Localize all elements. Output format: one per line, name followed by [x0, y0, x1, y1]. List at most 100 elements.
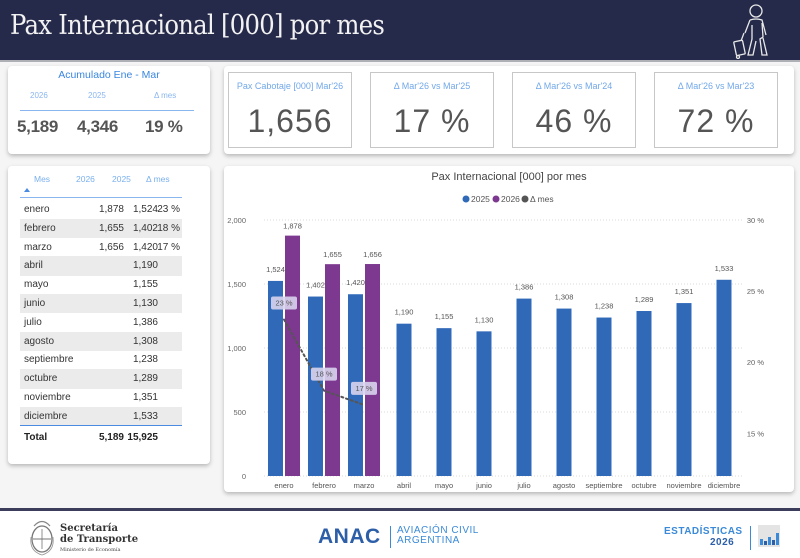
data-label-2025: 1,533: [715, 264, 734, 273]
accumulated-value-delta: 19 %: [145, 117, 183, 136]
data-label-2025: 1,190: [395, 308, 414, 317]
x-tick-label: mayo: [435, 481, 453, 490]
bar-2026-enero: [285, 235, 300, 476]
value-2025-cell: 1,238: [132, 354, 158, 366]
bar-2026-marzo: [365, 264, 380, 476]
data-label-2025: 1,386: [515, 283, 534, 292]
bar-2025-junio: [476, 331, 492, 476]
table-row[interactable]: noviembre 1,351: [20, 388, 182, 407]
month-cell: septiembre: [24, 354, 74, 366]
month-cell: abril: [24, 260, 43, 272]
data-label-2025: 1,289: [635, 295, 654, 304]
y-right-tick-label: 30 %: [747, 216, 764, 225]
data-label-2025: 1,351: [675, 287, 694, 296]
data-label-2025: 1,238: [595, 302, 614, 311]
month-cell: febrero: [24, 222, 56, 234]
data-label-2026: 1,878: [283, 222, 302, 231]
delta-cell: 23 %: [157, 204, 180, 215]
column-header-delta[interactable]: Δ mes: [146, 174, 170, 184]
delta-label-background: [351, 381, 377, 395]
legend-2025-label: 2025: [471, 194, 490, 204]
kpi-card-delta-mar24: Δ Mar'26 vs Mar'24 46 %: [512, 72, 636, 148]
bar-2025-septiembre: [596, 317, 612, 476]
table-row[interactable]: septiembre 1,238: [20, 350, 182, 369]
month-cell: noviembre: [24, 392, 71, 403]
kpi-card-delta-mar25: Δ Mar'26 vs Mar'25 17 %: [370, 72, 494, 148]
statistics-chart-icon: [758, 525, 780, 547]
month-cell: junio: [24, 298, 46, 309]
delta-label-background: [311, 367, 337, 381]
accumulated-value-2025: 4,346: [77, 117, 119, 136]
data-label-2026: 1,656: [363, 250, 382, 259]
data-label-2025: 1,308: [555, 293, 574, 302]
delta-data-label: 18 %: [315, 370, 332, 379]
month-cell: octubre: [24, 373, 58, 385]
ministerio-text: Ministerio de Economía: [60, 547, 121, 553]
table-row[interactable]: enero 1,878 1,524 23 %: [20, 200, 182, 219]
value-2025-cell: 1,533: [132, 410, 158, 422]
value-2025-cell: 1,420: [132, 241, 158, 253]
sort-ascending-icon[interactable]: [24, 188, 30, 192]
argentina-coat-of-arms-icon: [30, 520, 54, 556]
table-row[interactable]: agosto 1,308: [20, 331, 182, 351]
kpi-label: Pax Cabotaje [000] Mar'26: [236, 81, 344, 91]
table-row[interactable]: octubre 1,289: [20, 369, 182, 389]
x-tick-label: agosto: [553, 481, 576, 490]
page-header: Pax Internacional [000] por mes: [0, 0, 800, 62]
x-tick-label: septiembre: [585, 481, 622, 490]
accumulated-value-2026: 5,189: [17, 117, 59, 136]
chart-legend[interactable]: 2025 2026 Δ mes: [462, 194, 554, 204]
x-tick-label: abril: [397, 481, 412, 490]
accumulated-header-delta: Δ mes: [154, 91, 177, 100]
delta-cell: 18 %: [157, 222, 180, 234]
legend-delta-label: Δ mes: [530, 194, 554, 204]
secretaria-logo-text: Secretaría de Transporte: [60, 523, 139, 545]
data-label-2025: 1,155: [435, 312, 454, 321]
delta-cell: 17 %: [157, 241, 180, 253]
month-cell: enero: [24, 204, 50, 215]
kpi-card-delta-mar23: Δ Mar'26 vs Mar'23 72 %: [654, 72, 778, 148]
anac-subtitle: AVIACIÓN CIVIL ARGENTINA: [397, 525, 479, 546]
column-header-2026[interactable]: 2026: [76, 174, 95, 184]
delta-data-label: 17 %: [355, 384, 372, 393]
value-2025-cell: 1,130: [132, 298, 158, 309]
bar-2025-octubre: [636, 311, 652, 476]
kpi-value: 46 %: [535, 103, 613, 139]
table-row[interactable]: febrero 1,655 1,402 18 %: [20, 218, 182, 239]
x-tick-label: junio: [475, 481, 492, 490]
month-cell: agosto: [24, 335, 55, 347]
legend-2026-marker: [492, 195, 500, 203]
value-2026-cell: 1,656: [98, 241, 124, 253]
value-2025-cell: 1,308: [132, 335, 158, 347]
delta-line: [283, 318, 365, 406]
chart-title: Pax Internacional [000] por mes: [431, 171, 587, 183]
kpi-label: Δ Mar'26 vs Mar'24: [535, 81, 613, 91]
legend-2025-marker: [462, 195, 470, 203]
anac-divider: [390, 526, 391, 548]
value-2026-cell: 1,878: [98, 204, 124, 215]
column-header-mes[interactable]: Mes: [34, 174, 51, 184]
delta-data-label: 23 %: [275, 299, 292, 308]
table-row[interactable]: abril 1,190: [20, 256, 182, 276]
table-row[interactable]: mayo 1,155: [20, 275, 182, 294]
month-cell: julio: [24, 316, 42, 328]
value-2025-cell: 1,351: [132, 392, 158, 403]
table-row[interactable]: marzo 1,656 1,420 17 %: [20, 238, 182, 257]
kpi-label: Δ Mar'26 vs Mar'23: [677, 81, 755, 91]
traveler-with-luggage-icon: [733, 4, 768, 59]
page-footer: Secretaría de Transporte Ministerio de Ec…: [0, 508, 800, 558]
table-row[interactable]: diciembre 1,533: [20, 406, 182, 427]
value-2025-cell: 1,190: [132, 260, 158, 272]
y-left-tick-label: 1,000: [227, 344, 246, 353]
table-row[interactable]: junio 1,130: [20, 294, 182, 314]
column-header-2025[interactable]: 2025: [112, 174, 131, 184]
table-row[interactable]: julio 1,386: [20, 313, 182, 332]
bar-2025-febrero: [308, 296, 323, 476]
value-2025-cell: 1,386: [132, 316, 158, 328]
estadisticas-year: 2026: [710, 537, 735, 548]
data-label-2025: 1,130: [475, 315, 494, 324]
kpi-row: Pax Cabotaje [000] Mar'26 1,656 Δ Mar'26…: [224, 66, 794, 154]
x-tick-label: julio: [516, 481, 530, 490]
month-cell: marzo: [24, 241, 52, 253]
x-tick-label: enero: [274, 481, 293, 490]
